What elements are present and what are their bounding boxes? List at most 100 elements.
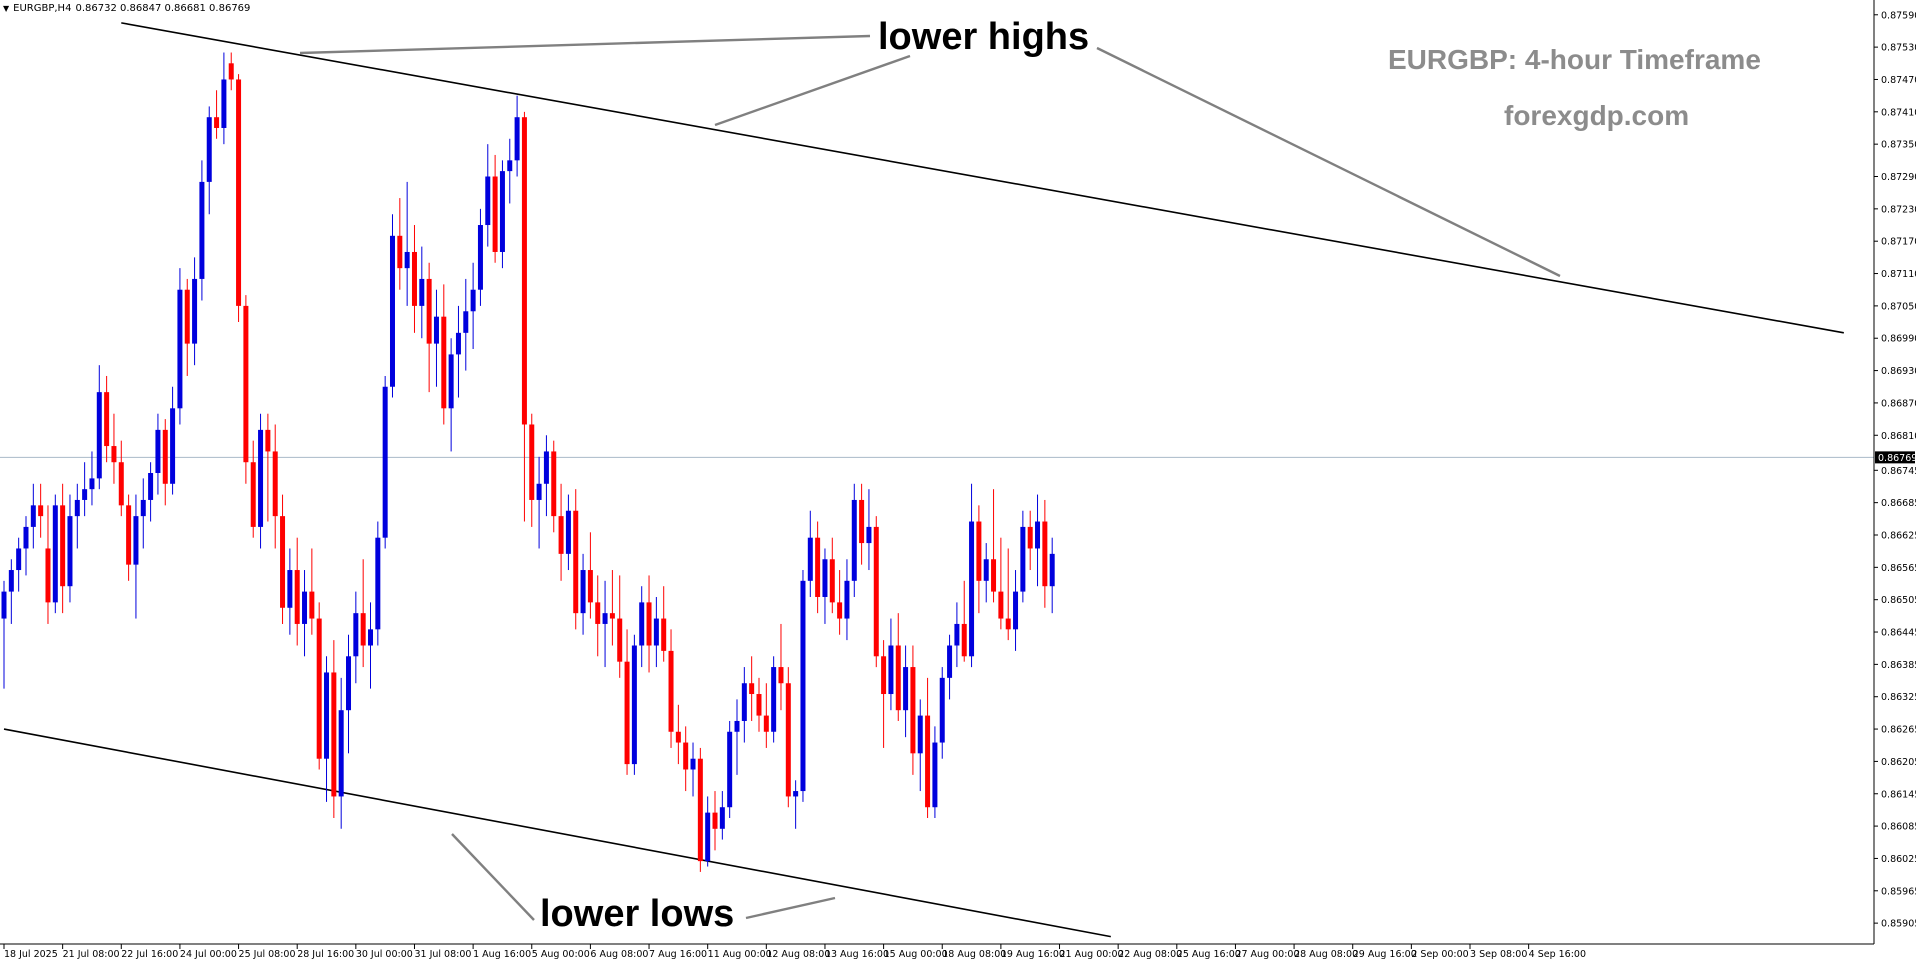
candle <box>1013 570 1019 651</box>
candle-body <box>243 305 249 463</box>
candle-body <box>543 451 549 484</box>
candle-body <box>778 667 784 684</box>
candle-body <box>346 656 352 711</box>
candle <box>1042 499 1048 608</box>
candle <box>184 278 190 376</box>
current-price-tag-box <box>1875 451 1915 464</box>
candle-body <box>631 645 637 765</box>
candle-body <box>617 618 623 662</box>
candle-body <box>712 812 718 829</box>
candle-body <box>126 505 132 565</box>
candle-body <box>287 570 293 608</box>
candle-body <box>756 694 762 716</box>
candle-body <box>148 473 154 500</box>
candle-body <box>573 510 579 614</box>
candle-body <box>536 483 542 500</box>
candle <box>976 505 982 614</box>
candle <box>756 677 762 732</box>
candle-body <box>675 731 681 743</box>
candle-body <box>866 526 872 544</box>
candle <box>822 548 828 624</box>
candle <box>910 645 916 775</box>
candle <box>82 462 88 517</box>
lower-highs-label: lower highs <box>878 16 1090 58</box>
trendline-upper <box>121 22 1844 334</box>
candle-body <box>140 499 146 517</box>
candle-body <box>873 526 879 657</box>
candle <box>162 419 168 506</box>
candle-body <box>433 316 439 344</box>
candle-body <box>844 580 850 619</box>
candle <box>668 629 674 748</box>
candle-body <box>903 667 909 711</box>
price-tick-label: 0.86505 <box>1881 595 1916 606</box>
time-tick-label: 15 Aug 00:00 <box>884 949 948 960</box>
candle <box>961 580 967 662</box>
candle <box>807 510 813 597</box>
price-tick-label: 0.86325 <box>1881 692 1916 703</box>
candle-body <box>807 537 813 581</box>
candle-body <box>463 311 469 333</box>
candle-body <box>888 645 894 695</box>
time-tick-label: 18 Jul 2025 <box>4 949 58 960</box>
price-tick-label: 0.86445 <box>1881 628 1916 639</box>
candle-body <box>45 548 51 603</box>
candle-body <box>646 602 652 646</box>
price-tick-label: 0.86085 <box>1881 822 1916 833</box>
candle-body <box>521 117 527 425</box>
candle <box>353 591 359 684</box>
candle-body <box>485 176 491 226</box>
candle-body <box>910 667 916 754</box>
price-tick-label: 0.86385 <box>1881 660 1916 671</box>
candle-body <box>30 505 36 527</box>
candle-body <box>375 537 381 630</box>
candle <box>631 634 637 775</box>
candle <box>155 413 161 495</box>
candle <box>1 580 7 689</box>
candle-body <box>587 570 593 603</box>
time-tick-label: 21 Aug 00:00 <box>1060 949 1124 960</box>
candle <box>477 208 483 306</box>
time-tick-label: 13 Aug 16:00 <box>825 949 889 960</box>
candle <box>419 246 425 339</box>
candles <box>1 52 1055 872</box>
candle-body <box>763 715 769 732</box>
candle-body <box>368 629 373 646</box>
candle <box>23 516 29 576</box>
candle <box>815 521 821 614</box>
price-tick-label: 0.86745 <box>1881 466 1916 477</box>
candle-body <box>426 278 432 344</box>
candle <box>360 559 366 668</box>
candle-body <box>206 117 212 182</box>
candle <box>1049 537 1055 614</box>
candle-body <box>170 408 176 484</box>
candle-body <box>558 516 564 554</box>
trendline-lower <box>3 728 1111 938</box>
axes <box>0 0 1875 945</box>
candle <box>763 683 769 748</box>
candle-body <box>441 316 447 409</box>
candle-body <box>192 278 198 344</box>
candle <box>565 494 571 571</box>
current-price-tag-label: 0.86769 <box>1878 453 1916 464</box>
candle-body <box>727 731 733 808</box>
time-tick-label: 28 Aug 08:00 <box>1294 949 1358 960</box>
candle-body <box>360 613 366 646</box>
candle <box>60 483 66 614</box>
candle-body <box>668 650 674 732</box>
candle <box>558 483 564 581</box>
candle <box>397 198 403 290</box>
candle-body <box>199 181 205 279</box>
triangle-down-icon[interactable]: ▼ <box>3 4 10 13</box>
candle <box>177 268 183 425</box>
price-tick-label: 0.86025 <box>1881 854 1916 865</box>
candle-body <box>316 618 322 759</box>
candle-body <box>661 618 667 651</box>
candle-body <box>609 613 615 619</box>
candle-body <box>16 548 22 571</box>
price-tick-label: 0.86265 <box>1881 725 1916 736</box>
